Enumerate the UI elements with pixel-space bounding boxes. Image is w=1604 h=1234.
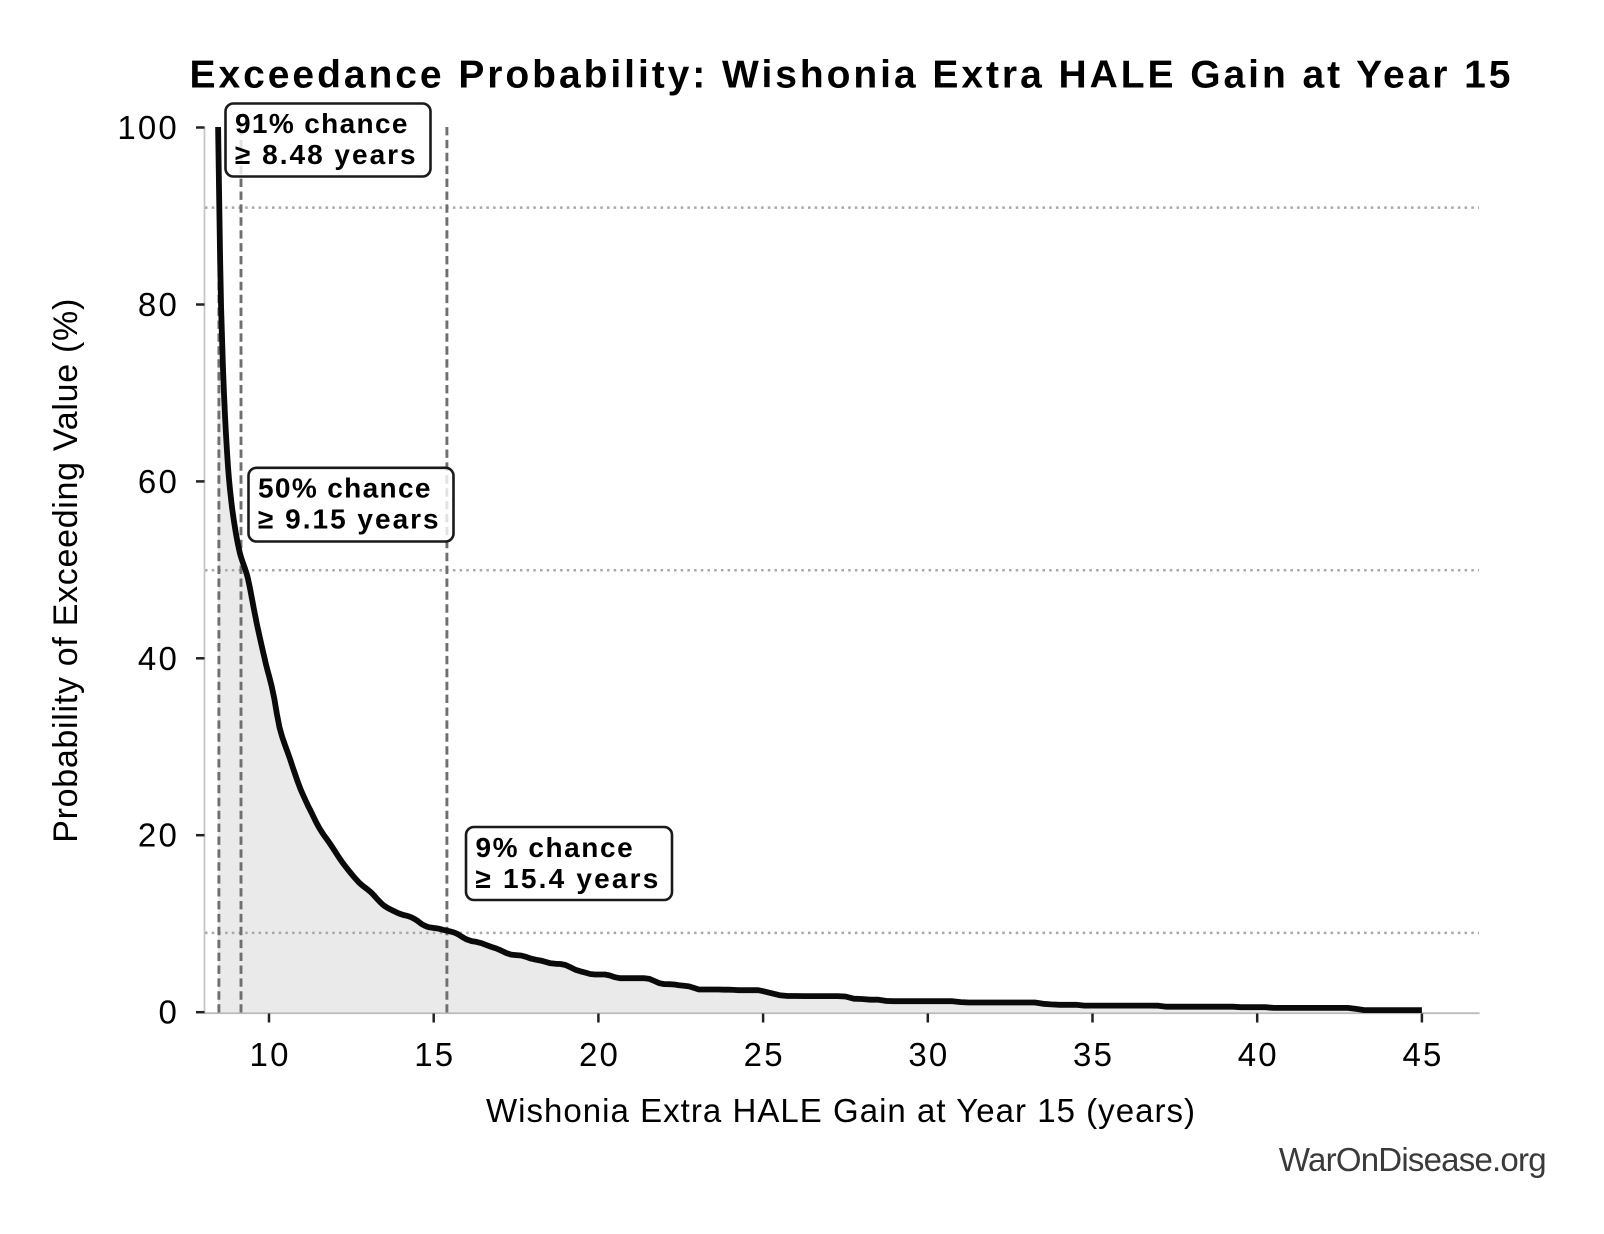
svg-text:Exceedance Probability: Wishon: Exceedance Probability: Wishonia Extra H…: [190, 54, 1514, 97]
svg-text:15: 15: [414, 1036, 455, 1073]
svg-text:25: 25: [744, 1036, 785, 1073]
svg-text:WarOnDisease.org: WarOnDisease.org: [1279, 1141, 1546, 1178]
svg-text:9% chance: 9% chance: [476, 832, 635, 863]
svg-text:Probability of Exceeding Value: Probability of Exceeding Value (%): [47, 298, 85, 843]
svg-text:45: 45: [1402, 1036, 1443, 1073]
svg-text:60: 60: [138, 463, 179, 500]
svg-text:35: 35: [1073, 1036, 1114, 1073]
svg-text:Wishonia Extra HALE Gain at Ye: Wishonia Extra HALE Gain at Year 15 (yea…: [486, 1092, 1196, 1129]
svg-text:91% chance: 91% chance: [235, 108, 409, 139]
svg-text:20: 20: [138, 817, 179, 854]
svg-text:0: 0: [158, 994, 179, 1031]
svg-text:40: 40: [138, 640, 179, 677]
svg-text:100: 100: [117, 109, 179, 146]
svg-text:≥ 9.15 years: ≥ 9.15 years: [258, 503, 441, 534]
svg-text:20: 20: [579, 1036, 620, 1073]
svg-text:≥ 15.4 years: ≥ 15.4 years: [476, 863, 661, 894]
svg-text:80: 80: [138, 286, 179, 323]
svg-text:40: 40: [1238, 1036, 1279, 1073]
svg-text:50% chance: 50% chance: [258, 472, 432, 503]
svg-text:10: 10: [250, 1036, 291, 1073]
svg-text:30: 30: [908, 1036, 949, 1073]
svg-text:≥ 8.48 years: ≥ 8.48 years: [235, 139, 418, 170]
